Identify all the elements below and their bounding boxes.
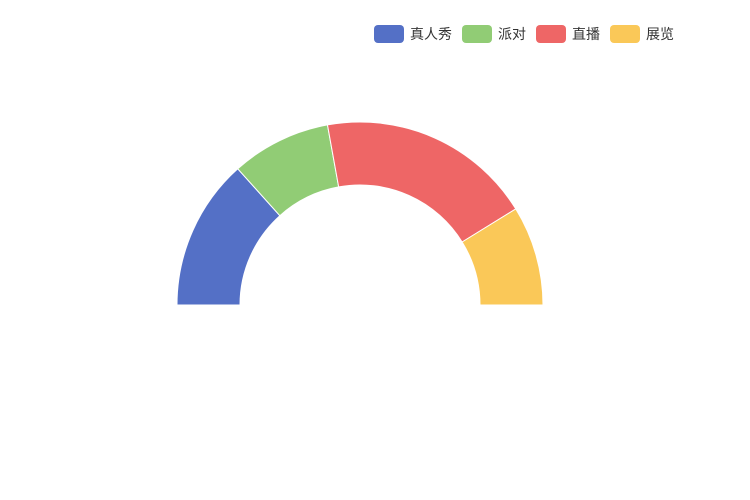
legend-label: 展览 (646, 27, 674, 43)
legend-item[interactable]: 真人秀 (374, 24, 452, 44)
legend-item[interactable]: 直播 (536, 24, 600, 44)
legend-swatch (462, 25, 492, 43)
legend-swatch (374, 25, 404, 43)
legend-swatch (610, 25, 640, 43)
legend-label: 派对 (498, 27, 526, 43)
legend-label: 直播 (572, 27, 600, 43)
legend-item[interactable]: 展览 (610, 24, 674, 44)
legend-label: 真人秀 (410, 27, 452, 43)
doughnut-slice[interactable] (461, 208, 544, 306)
legend-swatch (536, 25, 566, 43)
doughnut-slice[interactable] (326, 121, 517, 243)
legend-item[interactable]: 派对 (462, 24, 526, 44)
legend: 真人秀 派对 直播 展览 (374, 24, 674, 44)
